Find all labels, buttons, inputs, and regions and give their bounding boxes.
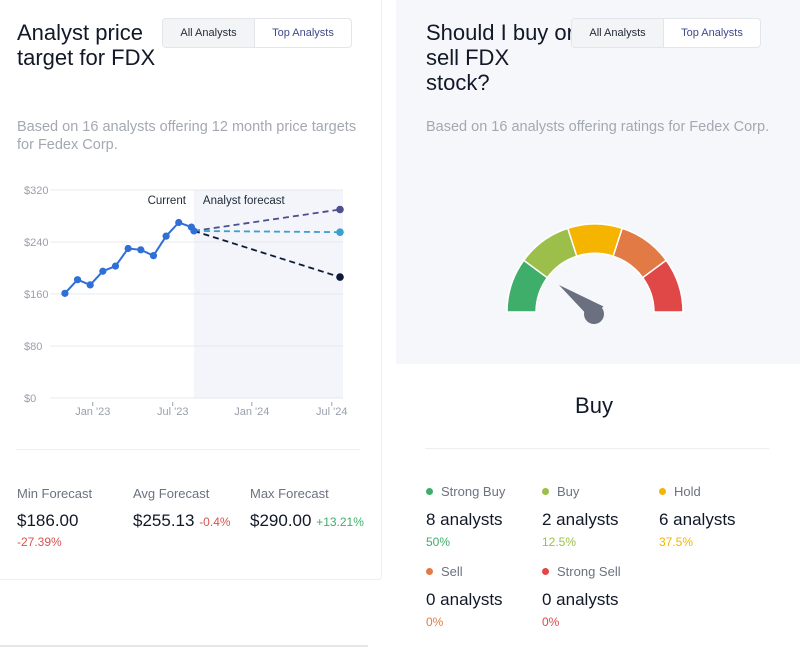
forecast-value: $186.00 -27.39% <box>17 511 117 551</box>
x-tick-label: Jan '23 <box>75 406 110 418</box>
history-point <box>162 232 170 240</box>
history-point <box>111 262 120 270</box>
price-target-card <box>0 0 382 580</box>
forecast-line-max <box>193 208 341 232</box>
rating-dot-icon <box>542 568 549 575</box>
rating-count: 6 analysts <box>659 510 736 529</box>
rating-title: Should I buy or sell FDX stock? <box>426 20 574 95</box>
rating-label: Buy <box>542 484 619 499</box>
forecast-change: -0.4% <box>199 515 231 529</box>
rating-card-bottom <box>396 364 800 648</box>
rating-dot-icon <box>659 488 666 495</box>
rating-percent: 12.5% <box>542 535 577 549</box>
price-target-subtitle: Based on 16 analysts offering 12 month p… <box>17 119 357 153</box>
rating-buy: Buy 2 analysts 12.5% <box>542 484 619 549</box>
divider <box>425 448 769 449</box>
forecast-price: $186.00 <box>17 511 79 530</box>
rating-count: 8 analysts <box>426 510 503 529</box>
rating-count: 0 analysts <box>426 590 503 609</box>
top-analysts-tab[interactable]: Top Analysts <box>272 27 334 39</box>
gauge-segment-strong-sell <box>641 259 684 313</box>
rating-count: 0 analysts <box>542 590 619 609</box>
rating-analyst-toggle: All Analysts Top Analysts <box>571 18 761 48</box>
forecast-label: Avg Forecast <box>133 486 210 501</box>
forecast-value: $255.13 -0.4% <box>133 511 258 531</box>
history-line <box>64 221 195 295</box>
x-tick-label: Jul '23 <box>157 406 188 418</box>
forecast-point-min <box>336 273 344 281</box>
rating-percent: 50% <box>426 535 451 549</box>
rating-count: 2 analysts <box>542 510 619 529</box>
forecast-point-avg <box>336 228 344 236</box>
forecast-avg: Avg Forecast $255.13 -0.4% <box>133 486 258 531</box>
forecast-annotation: Analyst forecast <box>203 195 286 207</box>
history-point <box>61 289 69 297</box>
rating-strong-sell: Strong Sell 0 analysts 0% <box>542 564 621 629</box>
rating-sell: Sell 0 analysts 0% <box>426 564 503 629</box>
divider <box>16 449 360 450</box>
gauge-needle <box>559 285 604 324</box>
rating-strong-buy: Strong Buy 8 analysts 50% <box>426 484 505 549</box>
rating-hold: Hold 6 analysts 37.5% <box>659 484 736 549</box>
rating-label: Strong Sell <box>542 564 621 579</box>
forecast-point-max <box>336 205 344 214</box>
forecast-line-avg <box>193 230 341 234</box>
price-target-title: Analyst price target for FDX <box>17 20 156 70</box>
forecast-max: Max Forecast $290.00 +13.21% <box>250 486 375 531</box>
forecast-price: $255.13 <box>133 511 195 530</box>
y-tick-label: $80 <box>24 341 42 353</box>
forecast-change: -27.39% <box>17 535 62 549</box>
history-point <box>86 281 94 289</box>
rating-dot-icon <box>426 488 433 495</box>
history-point <box>137 246 145 254</box>
history-point <box>99 267 107 275</box>
history-point <box>124 244 132 253</box>
all-analysts-tab[interactable]: All Analysts <box>572 19 664 47</box>
forecast-change: +13.21% <box>316 515 364 529</box>
x-tick-label: Jan '24 <box>234 406 269 418</box>
price-target-chart: $320 $240 $160 $80 $0 Jan '23 Jul '23 Jan '24 Ju… <box>24 185 347 418</box>
rating-percent: 0% <box>542 615 560 629</box>
forecast-line-min <box>193 230 341 278</box>
rating-gauge <box>506 223 684 324</box>
forecast-min: Min Forecast $186.00 -27.39% <box>17 486 117 551</box>
rating-subtitle: Based on 16 analysts offering ratings fo… <box>426 119 770 135</box>
price-target-analyst-toggle: All Analysts Top Analysts <box>162 18 352 48</box>
history-point <box>190 227 198 235</box>
y-tick-label: $240 <box>24 237 48 249</box>
top-analysts-tab[interactable]: Top Analysts <box>681 27 743 39</box>
history-point <box>175 218 183 227</box>
x-tick-label: Jul '24 <box>316 406 347 418</box>
y-tick-label: $160 <box>24 289 48 301</box>
footer-divider <box>0 645 368 647</box>
rating-dot-icon <box>426 568 433 575</box>
rating-percent: 0% <box>426 615 444 629</box>
rating-label: Hold <box>659 484 736 499</box>
history-point <box>73 276 82 284</box>
rating-percent: 37.5% <box>659 535 694 549</box>
y-tick-label: $320 <box>24 185 48 197</box>
rating-dot-icon <box>542 488 549 495</box>
all-analysts-tab[interactable]: All Analysts <box>163 19 255 47</box>
forecast-label: Max Forecast <box>250 486 329 501</box>
forecast-price: $290.00 <box>250 511 312 530</box>
rating-card-top <box>396 0 800 364</box>
rating-label: Strong Buy <box>426 484 505 499</box>
forecast-label: Min Forecast <box>17 486 93 501</box>
history-point <box>149 252 158 260</box>
current-annotation: Current <box>148 195 187 207</box>
y-tick-label: $0 <box>24 393 36 405</box>
rating-verdict: Buy <box>575 393 613 418</box>
forecast-value: $290.00 +13.21% <box>250 511 375 531</box>
rating-label: Sell <box>426 564 503 579</box>
